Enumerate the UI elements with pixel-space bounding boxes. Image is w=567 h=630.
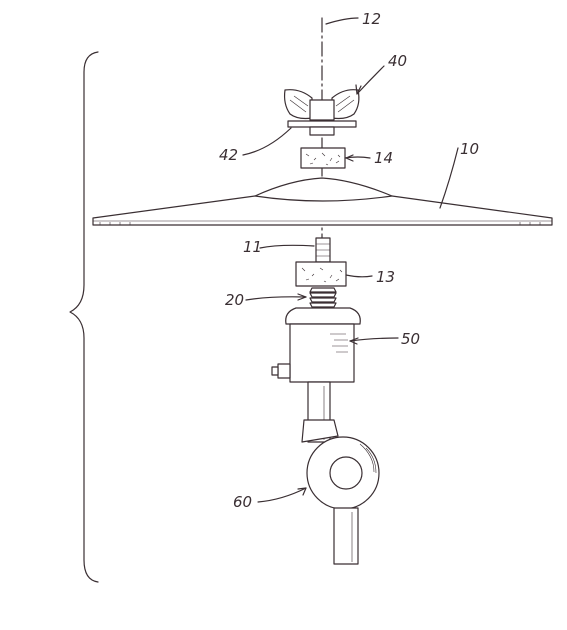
label-threaded-post: 11 xyxy=(243,238,262,256)
label-axis: 12 xyxy=(362,10,381,28)
spring-base xyxy=(309,287,337,308)
label-holder: 50 xyxy=(401,330,420,348)
label-washer: 42 xyxy=(219,146,238,164)
lower-rod xyxy=(333,507,359,565)
label-spring-base: 20 xyxy=(225,291,244,309)
clamp xyxy=(301,419,380,510)
washer xyxy=(287,120,357,136)
assembly-brace xyxy=(69,51,99,583)
label-upper-felt: 14 xyxy=(374,149,393,167)
label-wing-nut: 40 xyxy=(388,52,407,70)
threaded-post xyxy=(315,237,331,263)
cymbal xyxy=(92,177,553,226)
lower-felt xyxy=(295,261,347,287)
upper-felt xyxy=(300,147,346,169)
holder xyxy=(271,307,361,383)
label-clamp: 60 xyxy=(233,493,252,511)
wing-nut xyxy=(283,89,360,121)
label-lower-felt: 13 xyxy=(376,268,395,286)
label-cymbal: 10 xyxy=(460,140,479,158)
